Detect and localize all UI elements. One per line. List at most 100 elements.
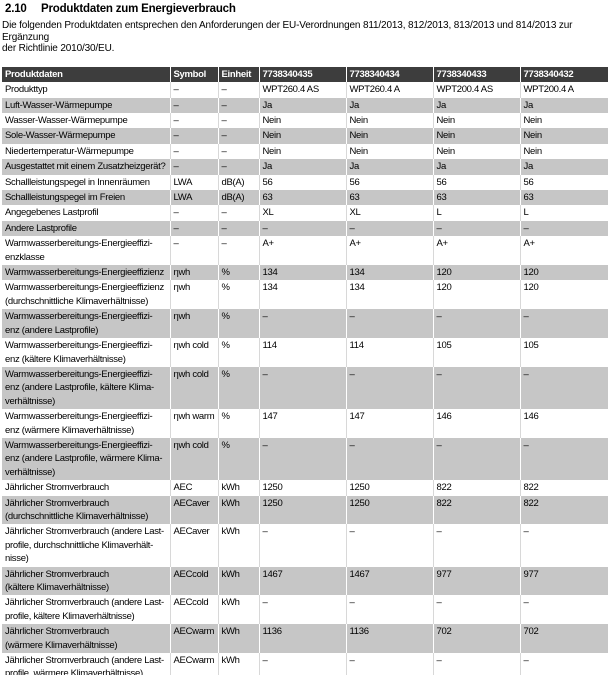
cell-value: – — [259, 437, 347, 481]
cell-unit: – — [218, 113, 260, 129]
cell-value: – — [259, 595, 347, 625]
cell-symbol: ηwh — [170, 280, 219, 310]
table-row: Ausgestattet mit einem Zusatzheizgerät? –… — [2, 159, 608, 175]
cell-value: 822 — [433, 480, 521, 496]
cell-value: A+ — [520, 236, 608, 266]
page-title: Produktdaten zum Energieverbrauch — [41, 3, 236, 15]
cell-unit: dB(A) — [218, 174, 260, 191]
section-number: 2.10 — [5, 3, 27, 15]
cell-value: 822 — [520, 495, 608, 525]
cell-value: XL — [346, 205, 434, 221]
table-row: Warmwasserbereitungs-Energieeffizienz (d… — [2, 280, 608, 310]
cell-unit: kWh — [218, 653, 260, 675]
cell-unit: – — [218, 143, 260, 160]
cell-value: 147 — [259, 409, 347, 438]
cell-unit: % — [218, 338, 260, 367]
table-row: Jährlicher Stromverbrauch AEC kWh 1250 1250 8… — [2, 480, 608, 496]
table-row: Niedertemperatur-Wärmepumpe – – Nein Nein Nei… — [2, 143, 608, 160]
table-header-row: Produktdaten Symbol Einheit 7738340435 7… — [2, 66, 608, 83]
cell-value: 1250 — [259, 495, 347, 525]
table-row: Warmwasserbereitungs-Energieeffizi- enz … — [2, 338, 608, 367]
cell-symbol: AECaver — [170, 495, 219, 525]
cell-value: – — [433, 595, 521, 625]
cell-unit: dB(A) — [218, 190, 260, 206]
cell-value: Ja — [520, 159, 608, 175]
cell-value: 146 — [520, 409, 608, 438]
cell-value: Ja — [259, 97, 347, 113]
cell-product-label: Niedertemperatur-Wärmepumpe — [2, 143, 171, 160]
cell-value: Ja — [346, 97, 434, 113]
cell-symbol: ηwh warm — [170, 409, 219, 438]
cell-value: 134 — [259, 280, 347, 310]
table-row: Produkttyp – – WPT260.4 AS WPT260.4 A WPT200.… — [2, 82, 608, 98]
cell-value: A+ — [259, 236, 347, 266]
cell-value: WPT260.4 A — [346, 82, 434, 98]
cell-value: 56 — [520, 174, 608, 191]
cell-unit: % — [218, 437, 260, 481]
cell-symbol: AECcold — [170, 595, 219, 625]
table-row: Jährlicher Stromverbrauch (durchschnittl… — [2, 495, 608, 525]
cell-value: – — [433, 653, 521, 675]
cell-unit: kWh — [218, 595, 260, 625]
cell-value: 147 — [346, 409, 434, 438]
cell-symbol: ηwh — [170, 309, 219, 339]
cell-symbol: AEC — [170, 480, 219, 496]
cell-product-label: Jährlicher Stromverbrauch (wärmere Klima… — [2, 624, 171, 654]
cell-value: 977 — [520, 566, 608, 596]
cell-symbol: – — [170, 113, 219, 129]
table-row: Wasser-Wasser-Wärmepumpe – – Nein Nein Nein Ne… — [2, 113, 608, 129]
cell-product-label: Warmwasserbereitungs-Energieeffizienz (d… — [2, 280, 171, 310]
cell-value: 105 — [520, 338, 608, 367]
cell-product-label: Schallleistungspegel in Innenräumen — [2, 174, 171, 191]
cell-unit: – — [218, 205, 260, 221]
cell-value: 120 — [433, 280, 521, 310]
cell-product-label: Warmwasserbereitungs-Energieeffizi- enz … — [2, 309, 171, 339]
cell-value: – — [346, 220, 434, 237]
cell-value: 1467 — [259, 566, 347, 596]
table-row: Warmwasserbereitungs-Energieeffizi- enz … — [2, 309, 608, 339]
cell-symbol: – — [170, 128, 219, 144]
table-row: Jährlicher Stromverbrauch (andere Last- … — [2, 595, 608, 625]
cell-value: 1250 — [346, 480, 434, 496]
cell-value: Nein — [520, 128, 608, 144]
cell-unit: % — [218, 366, 260, 410]
cell-value: Nein — [433, 113, 521, 129]
cell-unit: – — [218, 236, 260, 266]
cell-value: – — [259, 524, 347, 567]
cell-value: 63 — [346, 190, 434, 206]
cell-value: – — [346, 524, 434, 567]
cell-unit: kWh — [218, 624, 260, 654]
cell-product-label: Wasser-Wasser-Wärmepumpe — [2, 113, 171, 129]
cell-symbol: – — [170, 159, 219, 175]
cell-product-label: Jährlicher Stromverbrauch (kältere Klima… — [2, 566, 171, 596]
column-header-einheit: Einheit — [218, 66, 260, 83]
cell-value: 1250 — [346, 495, 434, 525]
cell-value: Nein — [433, 143, 521, 160]
cell-value: WPT260.4 AS — [259, 82, 347, 98]
cell-product-label: Produkttyp — [2, 82, 171, 98]
cell-value: XL — [259, 205, 347, 221]
cell-value: – — [520, 524, 608, 567]
cell-value: – — [259, 653, 347, 675]
cell-value: – — [520, 437, 608, 481]
cell-unit: kWh — [218, 524, 260, 567]
cell-value: Nein — [259, 128, 347, 144]
cell-value: – — [346, 653, 434, 675]
cell-value: – — [520, 366, 608, 410]
cell-product-label: Warmwasserbereitungs-Energieeffizienz — [2, 265, 171, 281]
cell-value: – — [520, 220, 608, 237]
cell-value: L — [433, 205, 521, 221]
cell-value: 702 — [433, 624, 521, 654]
cell-symbol: – — [170, 82, 219, 98]
cell-symbol: – — [170, 205, 219, 221]
cell-value: – — [433, 366, 521, 410]
table-row: Warmwasserbereitungs-Energieeffizienz ηwh… — [2, 265, 608, 281]
cell-product-label: Warmwasserbereitungs-Energieeffizi- enz … — [2, 409, 171, 438]
cell-symbol: AECwarm — [170, 624, 219, 654]
cell-value: 1136 — [346, 624, 434, 654]
cell-value: Nein — [346, 143, 434, 160]
cell-symbol: ηwh cold — [170, 366, 219, 410]
cell-product-label: Angegebenes Lastprofil — [2, 205, 171, 221]
cell-symbol: AECcold — [170, 566, 219, 596]
